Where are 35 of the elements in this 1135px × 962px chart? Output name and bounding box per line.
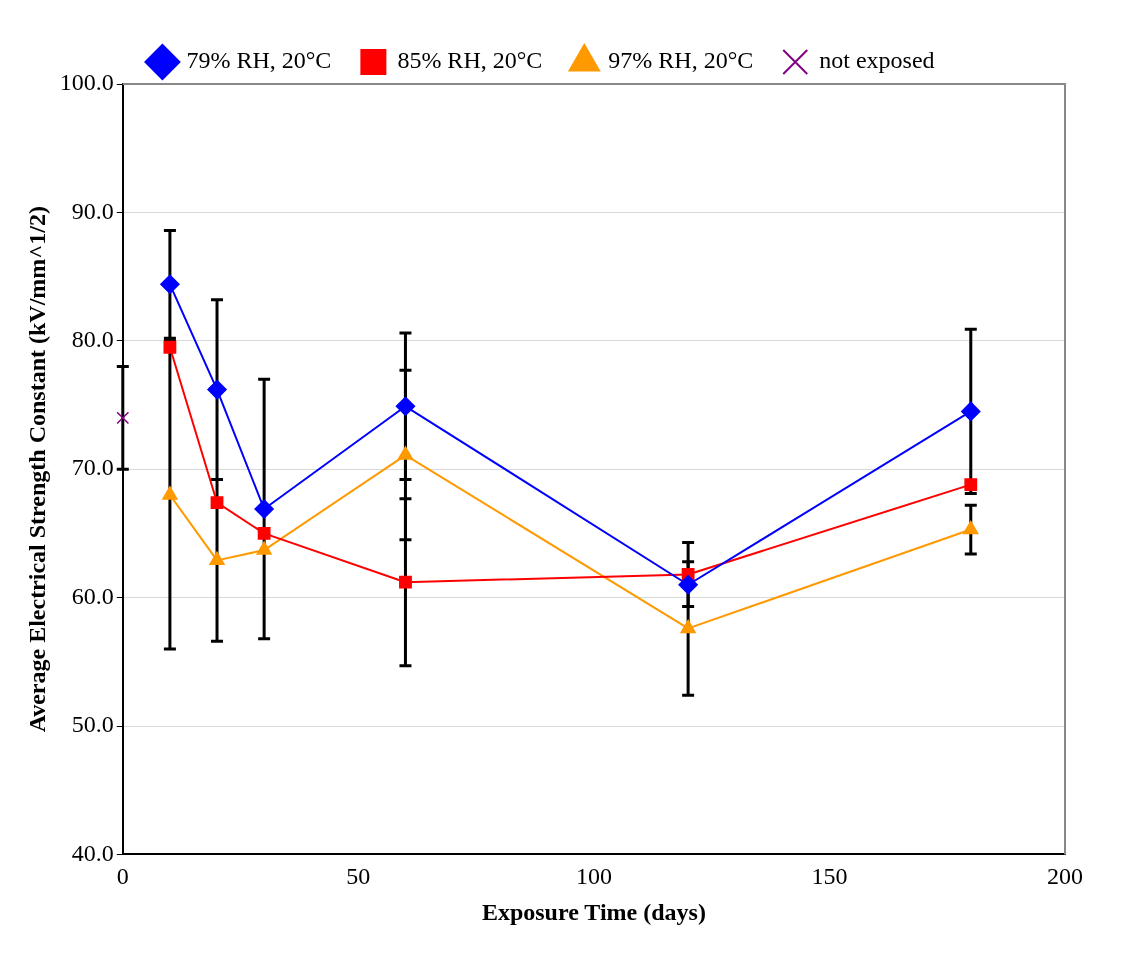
x-tick-label: 0 <box>116 863 129 890</box>
point <box>963 520 979 535</box>
point <box>210 496 224 509</box>
point <box>964 478 978 492</box>
y-tick-label: 100.0 <box>59 69 114 96</box>
point <box>162 486 178 500</box>
x-tick-label: 150 <box>811 863 848 890</box>
y-tick-label: 80.0 <box>71 326 114 353</box>
x-tick-label: 50 <box>346 863 371 890</box>
point <box>209 551 225 566</box>
point <box>163 340 177 354</box>
point <box>397 446 414 460</box>
point <box>399 575 412 589</box>
x-tick-label: 200 <box>1047 863 1083 890</box>
point <box>395 396 416 417</box>
point <box>254 499 274 519</box>
y-tick-label: 50.0 <box>71 711 114 738</box>
y-tick-label: 90.0 <box>71 197 114 224</box>
legend-label: 79% RH, 20°C <box>186 47 332 74</box>
point <box>680 619 696 634</box>
y-axis-title: Average Electrical Strength Constant (kV/mm^1/2) <box>23 206 50 733</box>
legend-label: 85% RH, 20°C <box>397 47 543 74</box>
point <box>678 575 698 595</box>
point <box>961 401 981 422</box>
x-tick-label: 100 <box>575 863 612 890</box>
point <box>160 274 180 295</box>
y-tick-label: 70.0 <box>71 454 114 481</box>
point <box>257 526 271 540</box>
point <box>207 379 227 400</box>
point <box>256 541 272 555</box>
x-axis-title: Exposure Time (days) <box>481 898 706 925</box>
legend-label: 97% RH, 20°C <box>608 47 754 74</box>
legend-label: not exposed <box>819 47 935 74</box>
y-tick-label: 40.0 <box>71 839 114 866</box>
y-tick-label: 60.0 <box>71 582 114 609</box>
